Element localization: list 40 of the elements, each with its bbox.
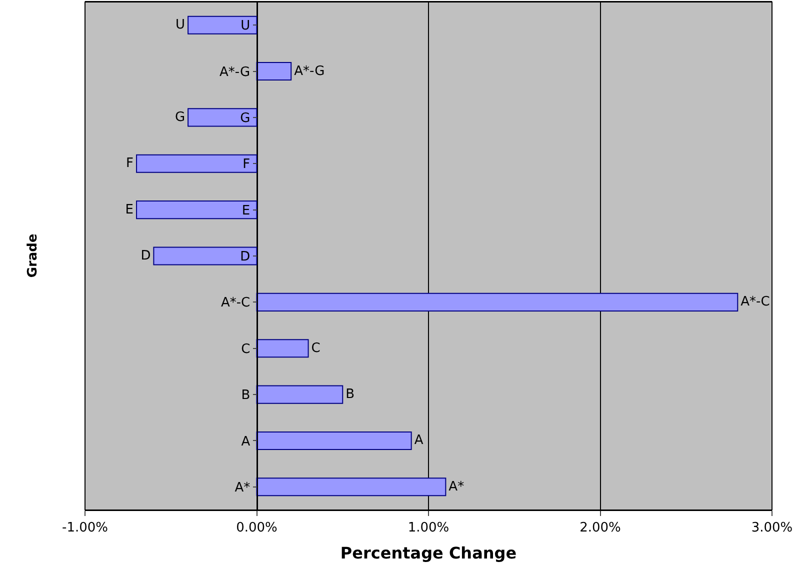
bar: [153, 246, 258, 266]
data-label: A*-G: [294, 64, 325, 79]
y-tick-label: G: [240, 111, 250, 126]
bar: [256, 431, 412, 450]
y-tick-label: C: [241, 342, 250, 357]
x-tick-label: 3.00%: [751, 520, 793, 536]
y-tick-label: E: [242, 203, 250, 218]
data-label: A*-C: [740, 294, 770, 310]
y-tick-label: U: [240, 18, 250, 34]
bar: [256, 385, 344, 404]
data-label: A: [414, 433, 424, 448]
data-label: U: [176, 18, 186, 33]
x-tick-label: 2.00%: [580, 520, 621, 536]
data-label: F: [126, 156, 134, 172]
y-tick-label: A: [241, 434, 250, 450]
bar: [188, 16, 258, 34]
bar: [256, 339, 309, 358]
bar: [136, 154, 258, 173]
x-tick-label: -1.00%: [62, 520, 108, 536]
x-axis-title: Percentage Change: [340, 543, 517, 562]
bar: [256, 292, 738, 312]
data-label: G: [174, 110, 186, 125]
data-label: B: [346, 387, 355, 402]
y-axis-title: Grade: [26, 234, 41, 278]
y-tick-label: D: [240, 250, 250, 265]
data-label: E: [125, 202, 134, 218]
y-tick-label: A*-C: [220, 296, 250, 311]
bar: [188, 108, 258, 127]
y-tick-label: A*: [234, 480, 251, 496]
y-tick-label: A*-G: [220, 64, 250, 80]
x-tick-label: 1.00%: [408, 520, 450, 536]
data-label: C: [311, 340, 320, 356]
data-label: D: [140, 248, 151, 264]
bar: [136, 200, 258, 220]
x-tick-label: 0.00%: [236, 520, 278, 536]
data-label: A*: [448, 479, 465, 494]
bar: [256, 62, 292, 81]
bar: [256, 478, 446, 496]
y-tick-label: F: [242, 157, 250, 172]
y-tick-label: B: [241, 388, 250, 404]
